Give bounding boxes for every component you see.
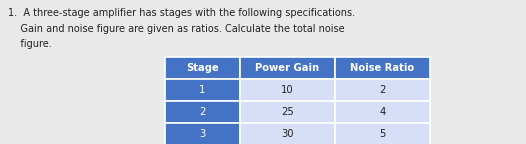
Bar	[335, 57, 430, 79]
Bar	[165, 101, 240, 123]
Text: Noise Ratio: Noise Ratio	[350, 63, 414, 73]
Text: figure.: figure.	[8, 39, 52, 49]
Text: 2: 2	[199, 107, 206, 117]
Bar	[165, 79, 240, 101]
Bar	[240, 79, 335, 101]
Text: 25: 25	[281, 107, 294, 117]
Text: 5: 5	[379, 129, 386, 139]
Text: 3: 3	[199, 129, 206, 139]
Text: 4: 4	[379, 107, 386, 117]
Text: Gain and noise figure are given as ratios. Calculate the total noise: Gain and noise figure are given as ratio…	[8, 23, 345, 34]
Text: 2: 2	[379, 85, 386, 95]
Bar	[335, 123, 430, 144]
Bar	[240, 123, 335, 144]
Text: 30: 30	[281, 129, 294, 139]
Text: 1: 1	[199, 85, 206, 95]
Bar	[165, 123, 240, 144]
Bar	[335, 79, 430, 101]
Text: Power Gain: Power Gain	[256, 63, 320, 73]
Bar	[335, 101, 430, 123]
Bar	[240, 57, 335, 79]
Text: 1.  A three-stage amplifier has stages with the following specifications.: 1. A three-stage amplifier has stages wi…	[8, 8, 355, 18]
Bar	[165, 57, 240, 79]
Bar	[240, 101, 335, 123]
Text: Stage: Stage	[186, 63, 219, 73]
Text: 10: 10	[281, 85, 294, 95]
